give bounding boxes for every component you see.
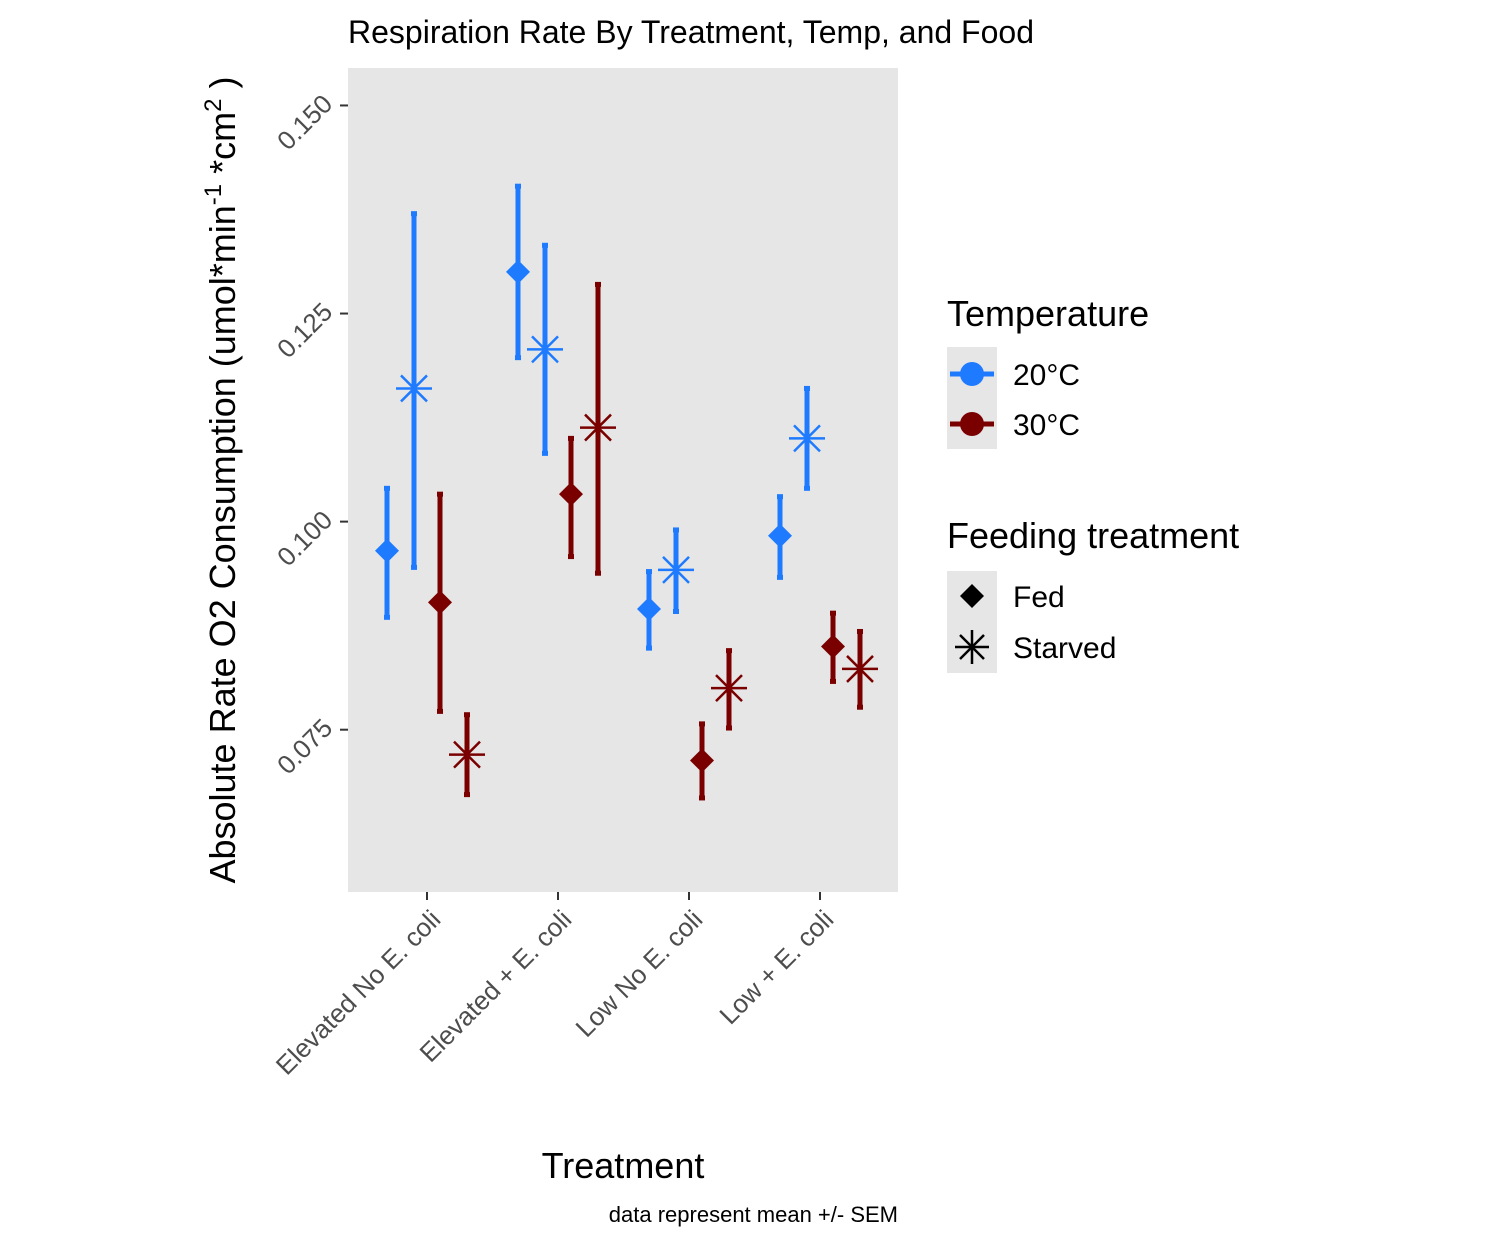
starved-asterisk-point <box>658 551 694 588</box>
starved-asterisk-point <box>527 331 563 368</box>
y-axis-title-sup1: -1 <box>200 184 227 205</box>
data-point-group <box>637 569 661 651</box>
data-point-group <box>821 610 845 684</box>
x-tick-label: Low No E. coli <box>570 904 709 1043</box>
starved-asterisk-point <box>449 736 485 773</box>
fed-diamond-point <box>690 748 714 773</box>
legend-temperature: Temperature 20°C 30°C <box>947 293 1149 449</box>
fed-diamond-point <box>559 482 583 507</box>
legend-30c-key-dot <box>960 412 984 436</box>
y-axis-title-mid: *cm <box>202 112 243 184</box>
legend-temperature-title: Temperature <box>947 293 1149 334</box>
data-point-group <box>396 211 432 570</box>
data-point-group <box>375 485 399 620</box>
data-point-group <box>428 491 452 714</box>
legend-starved-label: Starved <box>1013 632 1116 665</box>
y-tick-label: 0.075 <box>271 713 338 780</box>
y-tick-label: 0.150 <box>271 88 338 155</box>
y-axis-title-end: ) <box>202 76 243 98</box>
data-point-group <box>789 385 825 491</box>
plot-panel <box>348 68 898 892</box>
points-layer <box>375 183 878 801</box>
legend-fed-label: Fed <box>1013 581 1065 614</box>
data-point-group <box>449 712 485 798</box>
x-axis-title: Treatment <box>542 1145 705 1186</box>
legend-feeding: Feeding treatment Fed Starved <box>947 515 1239 673</box>
y-tick-label: 0.125 <box>271 297 338 364</box>
starved-asterisk-point <box>789 420 825 457</box>
y-axis-title-sup2: 2 <box>200 98 227 111</box>
starved-asterisk-point <box>842 650 878 687</box>
fed-diamond-point <box>637 597 661 622</box>
data-point-group <box>711 648 747 731</box>
data-point-group <box>658 527 694 615</box>
legend-30c-label: 30°C <box>1013 409 1080 442</box>
data-point-group <box>506 183 530 361</box>
y-axis-title: Absolute Rate O2 Consumption (umol*min-1… <box>200 76 243 883</box>
fed-diamond-point <box>375 538 399 563</box>
data-point-group <box>842 628 878 710</box>
starved-asterisk-point <box>711 670 747 707</box>
fed-diamond-point <box>428 590 452 615</box>
y-axis: 0.075 0.100 0.125 0.150 <box>271 88 348 780</box>
legend-20c-label: 20°C <box>1013 359 1080 392</box>
fed-diamond-point <box>506 259 530 284</box>
data-point-group <box>580 281 616 576</box>
data-point-group <box>527 242 563 456</box>
chart-title: Respiration Rate By Treatment, Temp, and… <box>348 14 1034 50</box>
legend-starved-asterisk-icon <box>955 630 989 664</box>
legend-fed-diamond-icon <box>960 584 984 608</box>
data-point-group <box>690 721 714 801</box>
data-point-group <box>559 435 583 560</box>
fed-diamond-point <box>768 523 792 548</box>
legend-20c-key-dot <box>960 362 984 386</box>
data-point-group <box>768 494 792 580</box>
chart-caption: data represent mean +/- SEM <box>609 1202 898 1227</box>
y-tick-label: 0.100 <box>271 505 338 572</box>
fed-diamond-point <box>821 634 845 659</box>
legend-feeding-title: Feeding treatment <box>947 515 1239 556</box>
x-tick-label: Low + E. coli <box>713 904 839 1030</box>
starved-asterisk-point <box>580 409 616 446</box>
starved-asterisk-point <box>396 370 432 407</box>
y-axis-title-main: Absolute Rate O2 Consumption (umol*min <box>202 205 243 883</box>
